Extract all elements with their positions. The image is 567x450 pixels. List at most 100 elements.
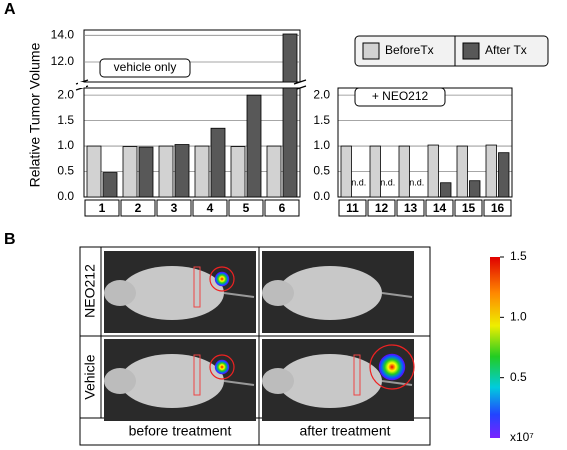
mouse: [278, 266, 382, 320]
y-tick-label: 2.0: [57, 87, 74, 101]
plot-frame: [83, 87, 301, 198]
panel-label: B: [4, 231, 16, 248]
legend-box: [354, 35, 549, 67]
panel-label: A: [4, 1, 16, 18]
row-label: Vehicle: [82, 354, 98, 399]
column-label: after treatment: [299, 423, 390, 439]
roi-ring: [369, 344, 415, 390]
bar: [398, 145, 410, 198]
legend-swatch: [362, 42, 380, 60]
bar: [246, 94, 262, 198]
bar: [158, 145, 174, 198]
roi-ring: [209, 266, 235, 292]
roi-label: [353, 354, 361, 396]
bar: [282, 87, 298, 198]
bar: [485, 144, 497, 198]
bar: [102, 172, 118, 198]
mouse-head: [104, 368, 136, 394]
roi-label: [193, 266, 201, 308]
mouse-tail: [381, 380, 413, 386]
x-tick-label: 1: [99, 201, 106, 215]
bar: [369, 145, 381, 198]
bar: [122, 146, 138, 198]
bar: [427, 144, 439, 198]
y-tick-label: 1.5: [313, 113, 330, 127]
category-box: [120, 199, 156, 217]
colorbar-tick-label: 0.5: [510, 370, 527, 384]
mouse-head: [104, 280, 136, 306]
x-tick-label: 16: [491, 201, 505, 215]
value-label: n.d.: [409, 177, 424, 187]
annotation-box: [99, 58, 191, 78]
category-box: [228, 199, 264, 217]
x-tick-label: 4: [207, 201, 214, 215]
bar: [230, 146, 246, 198]
colorbar-tick-label: 1.5: [510, 249, 527, 263]
bar: [210, 127, 226, 198]
row-label: NEO212: [82, 264, 98, 318]
bioluminescence: [214, 359, 230, 375]
column-label: before treatment: [129, 423, 232, 439]
mouse-tail: [223, 292, 255, 298]
roi-ring: [209, 354, 235, 380]
annotation-box: [354, 87, 446, 107]
annotation: + NEO212: [372, 89, 429, 103]
x-tick-label: 5: [243, 201, 250, 215]
bar: [456, 145, 468, 198]
mouse-head: [262, 368, 294, 394]
x-tick-label: 12: [375, 201, 389, 215]
y-tick-label: 1.5: [57, 113, 74, 127]
x-tick-label: 14: [433, 201, 447, 215]
mouse-tail: [223, 380, 255, 386]
category-box: [425, 199, 454, 217]
category-box: [338, 199, 367, 217]
roi-label: [193, 354, 201, 396]
y-tick-label: 12.0: [51, 54, 75, 68]
bar: [340, 145, 352, 198]
category-box: [454, 199, 483, 217]
x-tick-label: 13: [404, 201, 418, 215]
bioluminescence: [214, 271, 230, 287]
bar: [266, 145, 282, 198]
x-tick-label: 3: [171, 201, 178, 215]
value-label: n.d.: [380, 177, 395, 187]
legend-swatch: [462, 42, 480, 60]
y-tick-label: 1.0: [57, 138, 74, 152]
category-box: [264, 199, 300, 217]
y-tick-label: 0.0: [57, 189, 74, 203]
x-tick-label: 11: [346, 201, 359, 215]
bar: [469, 180, 481, 198]
plot-frame: [83, 29, 301, 83]
mouse-tail: [381, 292, 413, 298]
bar: [440, 182, 452, 198]
bar: [138, 146, 154, 198]
bioluminescence: [378, 353, 406, 381]
bar: [282, 33, 298, 83]
category-box: [396, 199, 425, 217]
x-tick-label: 2: [135, 201, 142, 215]
legend-label: BeforeTx: [385, 43, 434, 57]
annotation: vehicle only: [114, 60, 177, 74]
mouse-head: [262, 280, 294, 306]
y-axis-title: Relative Tumor Volume: [27, 42, 43, 187]
x-tick-label: 6: [279, 201, 286, 215]
colorbar: [490, 257, 500, 438]
value-label: n.d.: [351, 177, 366, 187]
category-box: [367, 199, 396, 217]
category-box: [483, 199, 512, 217]
category-box: [84, 199, 120, 217]
y-tick-label: 14.0: [51, 28, 75, 42]
bar: [174, 144, 190, 198]
category-box: [156, 199, 192, 217]
y-tick-label: 0.5: [57, 164, 74, 178]
bar: [194, 145, 210, 198]
y-tick-label: 2.0: [313, 87, 330, 101]
y-tick-label: 0.5: [313, 164, 330, 178]
legend-label: After Tx: [485, 43, 527, 57]
category-box: [192, 199, 228, 217]
colorbar-tick-label: 1.0: [510, 310, 527, 324]
y-tick-label: 0.0: [313, 189, 330, 203]
bar: [498, 152, 510, 198]
x-tick-label: 15: [462, 201, 476, 215]
